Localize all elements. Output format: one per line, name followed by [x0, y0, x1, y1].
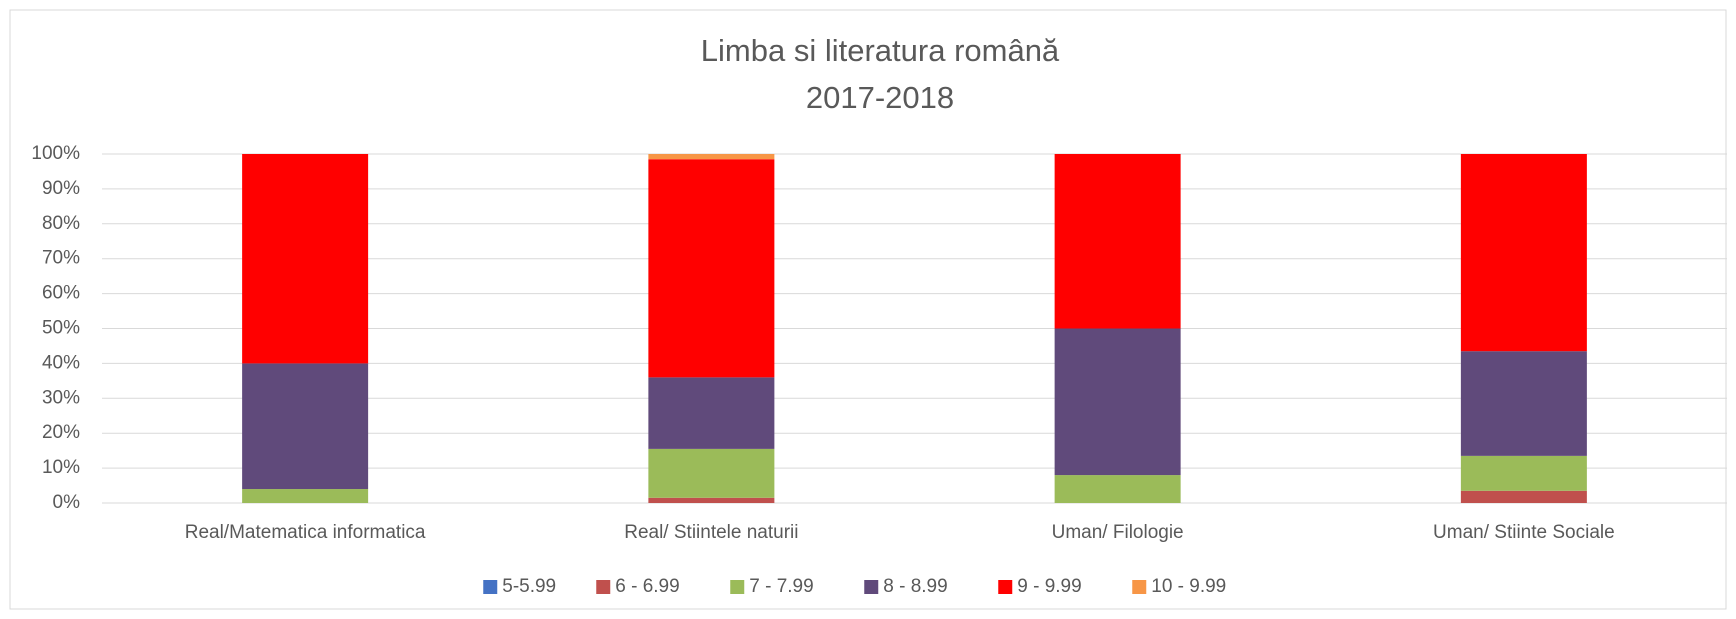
y-tick-label: 80% [42, 213, 80, 234]
bar-segment [1460, 455, 1587, 491]
bar-segment [648, 154, 775, 160]
x-tick-label: Uman/ Filologie [1052, 522, 1184, 543]
legend-label: 8 - 8.99 [883, 576, 947, 597]
y-tick-label: 90% [42, 178, 80, 199]
legend-swatch [864, 580, 879, 594]
bar-segment [648, 448, 775, 498]
bar-segment [1054, 475, 1181, 503]
y-tick-label: 70% [42, 248, 80, 269]
bar-segment [242, 489, 369, 503]
legend-swatch [596, 580, 611, 594]
legend-swatch [1132, 580, 1147, 594]
y-tick-label: 100% [31, 143, 80, 164]
bar-segment [1460, 351, 1587, 456]
legend-label: 9 - 9.99 [1017, 576, 1081, 597]
legend-label: 6 - 6.99 [615, 576, 679, 597]
y-tick-label: 40% [42, 352, 80, 373]
legend-label: 5-5.99 [502, 576, 556, 597]
chart-title: Limba si literatura română [701, 33, 1060, 68]
legend-swatch [483, 580, 498, 594]
bar-segment [1054, 154, 1181, 329]
bar-segment [648, 377, 775, 449]
y-tick-label: 20% [42, 422, 80, 443]
y-tick-label: 0% [53, 492, 81, 513]
legend-label: 7 - 7.99 [749, 576, 813, 597]
bar-segment [242, 154, 369, 364]
x-tick-label: Real/Matematica informatica [185, 522, 426, 543]
legend-swatch [998, 580, 1013, 594]
bar-segment [1460, 490, 1587, 503]
y-tick-label: 10% [42, 457, 80, 478]
bar-segment [1460, 154, 1587, 352]
chart-subtitle: 2017-2018 [806, 80, 954, 115]
legend-swatch [730, 580, 745, 594]
y-tick-label: 30% [42, 387, 80, 408]
bar-segment [242, 363, 369, 490]
bar-segment [648, 497, 775, 503]
x-tick-label: Real/ Stiintele naturii [624, 522, 798, 543]
x-tick-label: Uman/ Stiinte Sociale [1433, 522, 1615, 543]
y-tick-label: 60% [42, 283, 80, 304]
bar-segment [648, 159, 775, 378]
bar-segment [1054, 328, 1181, 476]
legend-label: 10 - 9.99 [1151, 576, 1226, 597]
y-tick-label: 50% [42, 318, 80, 339]
